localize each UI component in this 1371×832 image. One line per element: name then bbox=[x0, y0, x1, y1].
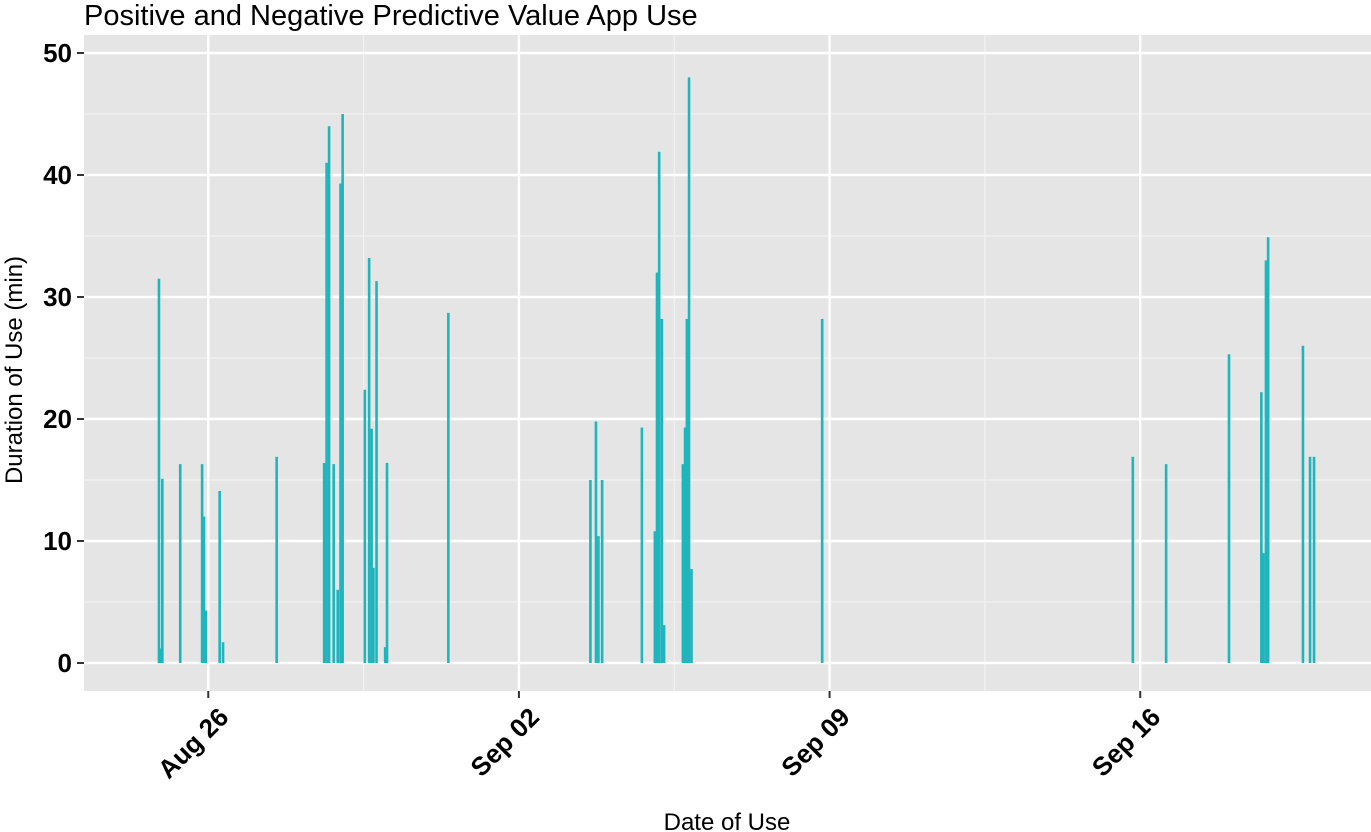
bar bbox=[200, 464, 204, 663]
bar bbox=[327, 126, 331, 663]
bar bbox=[1131, 456, 1135, 663]
bar bbox=[275, 456, 278, 663]
bar bbox=[1266, 237, 1270, 663]
bar bbox=[372, 567, 375, 663]
y-tick-label: 40 bbox=[43, 160, 72, 190]
bar bbox=[681, 464, 685, 663]
bar bbox=[332, 464, 335, 663]
bar bbox=[660, 318, 664, 663]
bar bbox=[447, 312, 450, 663]
y-tick-label: 10 bbox=[43, 526, 72, 556]
bar bbox=[589, 480, 592, 663]
bar bbox=[662, 625, 666, 663]
bar bbox=[657, 151, 661, 663]
bar bbox=[653, 531, 657, 663]
bar bbox=[204, 610, 208, 663]
bar bbox=[687, 77, 691, 663]
bar bbox=[820, 318, 824, 663]
bars bbox=[157, 77, 1316, 664]
x-axis-title: Date of Use bbox=[664, 809, 791, 832]
bar bbox=[221, 642, 225, 663]
x-tick-label: Sep 09 bbox=[775, 702, 855, 782]
y-tick-label: 30 bbox=[43, 282, 72, 312]
bar bbox=[178, 464, 182, 663]
bar bbox=[375, 281, 378, 663]
bar bbox=[339, 183, 342, 664]
bar bbox=[161, 478, 164, 663]
y-tick-label: 50 bbox=[43, 38, 72, 68]
bar bbox=[383, 647, 387, 663]
y-axis-ticks: 0 10 20 30 40 50 bbox=[43, 38, 84, 678]
bar bbox=[683, 427, 687, 663]
bar bbox=[341, 114, 344, 663]
plot-panel bbox=[84, 35, 1371, 691]
bar bbox=[1260, 392, 1263, 663]
bar bbox=[325, 162, 328, 664]
bar bbox=[1227, 354, 1231, 663]
bar bbox=[640, 427, 644, 663]
bar bbox=[690, 569, 693, 663]
x-axis-ticks: Aug 26 Sep 02 Sep 09 Sep 16 bbox=[152, 691, 1166, 784]
bar bbox=[600, 480, 604, 663]
bar bbox=[1264, 260, 1268, 663]
bar bbox=[1301, 345, 1305, 663]
bar bbox=[218, 490, 221, 663]
bar bbox=[363, 389, 367, 663]
bar bbox=[685, 318, 689, 663]
chart-title: Positive and Negative Predictive Value A… bbox=[84, 0, 698, 32]
x-tick-label: Sep 02 bbox=[464, 702, 544, 782]
bar bbox=[1164, 464, 1168, 663]
bar bbox=[597, 536, 600, 663]
bar bbox=[370, 428, 373, 663]
bar bbox=[594, 421, 598, 663]
bar bbox=[367, 257, 371, 663]
bar bbox=[1262, 553, 1265, 663]
x-tick-label: Aug 26 bbox=[152, 702, 235, 785]
bar bbox=[336, 589, 340, 663]
y-tick-label: 0 bbox=[58, 648, 72, 678]
bar bbox=[157, 278, 161, 663]
y-tick-label: 20 bbox=[43, 404, 72, 434]
y-axis-title: Duration of Use (min) bbox=[1, 256, 28, 484]
bar bbox=[1312, 456, 1316, 663]
bar bbox=[385, 462, 389, 663]
x-tick-label: Sep 16 bbox=[1086, 702, 1166, 782]
grid-lines bbox=[84, 35, 1371, 691]
bar bbox=[1308, 456, 1312, 663]
bar bbox=[655, 272, 659, 663]
bar bbox=[202, 516, 206, 663]
bar bbox=[322, 462, 326, 663]
